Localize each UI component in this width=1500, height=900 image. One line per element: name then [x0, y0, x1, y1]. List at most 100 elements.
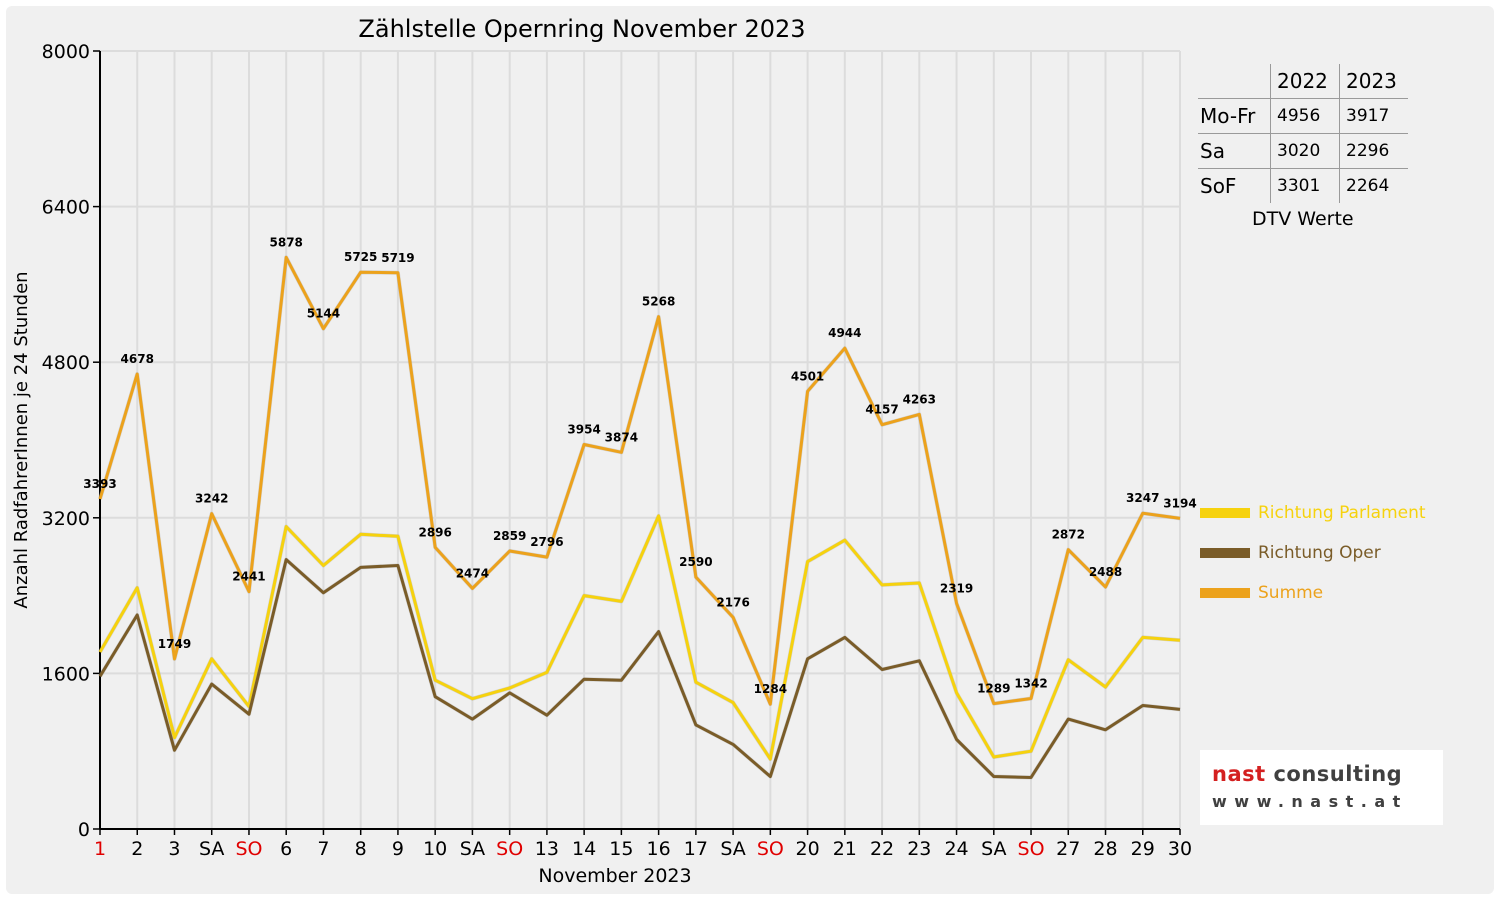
- legend-swatch: [1200, 588, 1250, 598]
- data-label: 2796: [530, 535, 563, 549]
- x-tick-label: 22: [870, 838, 894, 860]
- x-tick-label: SA: [199, 838, 224, 860]
- logo-url: www.nast.at: [1212, 792, 1408, 811]
- dtv-row-mofr: Mo-Fr 4956 3917: [1198, 98, 1408, 134]
- x-tick-label: 14: [572, 838, 596, 860]
- data-label: 2590: [679, 555, 712, 569]
- x-tick-label: 1: [94, 838, 106, 860]
- y-tick-label: 3200: [42, 508, 90, 530]
- data-label: 2474: [456, 566, 489, 580]
- data-label: 1749: [158, 637, 191, 651]
- data-label: 1284: [754, 682, 787, 696]
- x-tick-label: 13: [535, 838, 559, 860]
- axes: [93, 50, 1181, 835]
- x-tick-label: 29: [1131, 838, 1155, 860]
- x-tick-label: SO: [235, 838, 262, 860]
- dtv-header-row: 2022 2023: [1198, 64, 1408, 99]
- data-label: 3393: [83, 477, 116, 491]
- data-label: 4678: [121, 352, 154, 366]
- logo-brand-consulting: consulting: [1265, 762, 1403, 786]
- y-tick-label: 8000: [42, 41, 90, 63]
- data-label: 3874: [605, 430, 638, 444]
- dtv-row-sa: Sa 3020 2296: [1198, 133, 1408, 169]
- x-tick-label: SO: [496, 838, 523, 860]
- x-tick-label: 16: [647, 838, 671, 860]
- legend-item-summe: Summe: [1200, 573, 1426, 613]
- dtv-row-label: Sa: [1198, 133, 1271, 169]
- data-label: 3242: [195, 492, 228, 506]
- data-label: 5719: [381, 251, 414, 265]
- legend-label: Summe: [1258, 583, 1324, 603]
- dtv-value-2023: 2264: [1339, 168, 1408, 203]
- x-tick-label: 23: [907, 838, 931, 860]
- x-tick-label: 15: [609, 838, 633, 860]
- x-tick-label: 8: [355, 838, 367, 860]
- dtv-row-sof: SoF 3301 2264: [1198, 168, 1408, 203]
- data-labels: 3393 4678 1749 3242 2441 5878 5144 5725 5719 2896…: [83, 235, 1196, 696]
- data-label: 5268: [642, 295, 675, 309]
- x-tick-label: 28: [1093, 838, 1117, 860]
- data-label: 2488: [1089, 565, 1122, 579]
- x-tick-label: 3: [168, 838, 180, 860]
- legend-item-oper: Richtung Oper: [1200, 533, 1426, 573]
- x-tick-label: 30: [1168, 838, 1192, 860]
- data-label: 3247: [1126, 491, 1159, 505]
- y-tick-label: 0: [78, 819, 90, 841]
- y-tick-label: 1600: [42, 663, 90, 685]
- data-label: 3194: [1163, 496, 1196, 510]
- data-label: 5144: [307, 307, 340, 321]
- legend: Richtung Parlament Richtung Oper Summe: [1200, 493, 1426, 613]
- dtv-row-label: Mo-Fr: [1198, 98, 1271, 134]
- x-tick-label: 2: [131, 838, 143, 860]
- x-tick-label: 20: [795, 838, 819, 860]
- x-tick-label: 7: [317, 838, 329, 860]
- x-tick-label: 6: [280, 838, 292, 860]
- dtv-value-2022: 4956: [1270, 98, 1340, 134]
- legend-label: Richtung Oper: [1258, 543, 1381, 563]
- legend-swatch: [1200, 508, 1250, 518]
- data-label: 4263: [903, 392, 936, 406]
- y-tick-labels: 0 1600 3200 4800 6400 8000: [42, 41, 90, 841]
- data-label: 4157: [865, 403, 898, 417]
- dtv-value-2023: 2296: [1339, 133, 1408, 169]
- data-label: 2859: [493, 529, 526, 543]
- logo-wordmark: nast consulting: [1212, 762, 1402, 786]
- dtv-header-empty: [1198, 64, 1271, 99]
- x-tick-label: SA: [981, 838, 1006, 860]
- data-label: 1289: [977, 682, 1010, 696]
- dtv-header-2022: 2022: [1270, 64, 1340, 99]
- grid: [100, 50, 1181, 829]
- dtv-value-2023: 3917: [1339, 98, 1408, 134]
- x-axis-label: November 2023: [538, 865, 691, 887]
- y-tick-label: 6400: [42, 197, 90, 219]
- x-tick-label: 21: [833, 838, 857, 860]
- x-tick-label: 17: [684, 838, 708, 860]
- dtv-header-2023: 2023: [1339, 64, 1408, 99]
- legend-label: Richtung Parlament: [1258, 503, 1426, 523]
- data-label: 2319: [940, 581, 973, 595]
- x-tick-label: 24: [944, 838, 968, 860]
- dtv-table: 2022 2023 Mo-Fr 4956 3917 Sa 3020 2296 S…: [1198, 64, 1408, 203]
- nast-consulting-logo: nast consulting www.nast.at: [1200, 750, 1443, 825]
- series-lines: [98, 255, 1181, 780]
- x-tick-label: SA: [720, 838, 745, 860]
- data-label: 2872: [1052, 528, 1085, 542]
- data-label: 1342: [1014, 676, 1047, 690]
- chart-title: Zählstelle Opernring November 2023: [358, 15, 805, 43]
- data-label: 2441: [232, 570, 265, 584]
- x-tick-label: SO: [1018, 838, 1045, 860]
- legend-swatch: [1200, 548, 1250, 558]
- series-line-oper: [98, 558, 1181, 779]
- series-line-parlament: [98, 514, 1181, 761]
- dtv-value-2022: 3020: [1270, 133, 1340, 169]
- logo-brand-nast: nast: [1212, 762, 1266, 786]
- dtv-value-2022: 3301: [1270, 168, 1340, 203]
- series-shadow: [98, 557, 1181, 780]
- dtv-row-label: SoF: [1200, 174, 1237, 198]
- data-label: 5878: [270, 235, 303, 249]
- data-label: 3954: [567, 422, 600, 436]
- legend-item-parlament: Richtung Parlament: [1200, 493, 1426, 533]
- data-label: 2896: [418, 525, 451, 539]
- x-tick-label: 9: [392, 838, 404, 860]
- dtv-caption: DTV Werte: [1252, 208, 1354, 230]
